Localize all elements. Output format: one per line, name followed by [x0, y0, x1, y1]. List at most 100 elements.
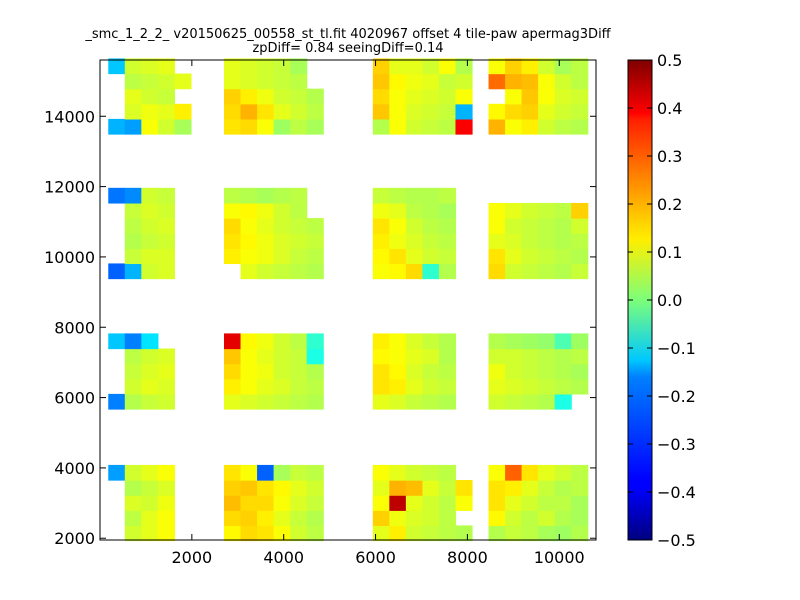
heatmap-cell — [488, 103, 506, 120]
heatmap-cell — [290, 333, 308, 350]
heatmap-cell — [422, 73, 440, 90]
heatmap-cell — [224, 393, 242, 410]
heatmap-cell — [389, 187, 407, 204]
heatmap-cell — [405, 464, 423, 481]
heatmap-cell — [290, 103, 308, 120]
heatmap-cell — [554, 103, 572, 120]
heatmap-cell — [306, 393, 324, 410]
heatmap-cell — [372, 58, 390, 75]
heatmap-cell — [290, 233, 308, 249]
heatmap-cell — [240, 248, 258, 265]
heatmap-cell — [257, 73, 275, 90]
heatmap-cell — [257, 363, 275, 380]
heatmap-cell — [141, 263, 159, 280]
heatmap-cell — [290, 525, 308, 542]
heatmap-cell — [538, 333, 556, 350]
heatmap-cell — [141, 495, 159, 511]
heatmap-cell — [240, 118, 258, 135]
heatmap-cell — [290, 480, 308, 496]
heatmap-cell — [157, 510, 175, 527]
heatmap-cell — [157, 393, 175, 410]
heatmap-cell — [108, 187, 126, 204]
y-tick-label: 6000 — [54, 389, 95, 408]
heatmap-cell — [438, 248, 457, 265]
heatmap-cell — [554, 393, 572, 410]
heatmap-cell — [290, 218, 308, 234]
heatmap-cell — [538, 58, 556, 75]
heatmap-cell — [290, 187, 308, 204]
heatmap-cell — [290, 348, 308, 365]
heatmap-cell — [290, 88, 308, 105]
heatmap-cell — [372, 103, 390, 120]
heatmap-cell — [306, 248, 324, 265]
heatmap-cell — [505, 118, 523, 135]
heatmap-cell — [505, 480, 523, 496]
heatmap-cell — [157, 187, 175, 204]
heatmap-cell — [372, 88, 390, 105]
heatmap-cell — [521, 393, 539, 410]
heatmap-cell — [554, 378, 572, 395]
heatmap-cell — [389, 218, 407, 234]
heatmap-cell — [422, 525, 440, 542]
heatmap-cell — [306, 88, 324, 105]
heatmap-cell — [157, 363, 175, 380]
heatmap-cell — [240, 378, 258, 395]
heatmap-cell — [141, 378, 159, 395]
heatmap-cell — [488, 464, 506, 481]
heatmap-cell — [290, 73, 308, 90]
heatmap-cell — [405, 218, 423, 234]
heatmap-cell — [554, 464, 572, 481]
heatmap-cell — [389, 233, 407, 249]
heatmap-cell — [438, 118, 457, 135]
heatmap-cell — [488, 480, 506, 496]
heatmap-cell — [389, 58, 407, 75]
heatmap-cell — [157, 202, 175, 219]
heatmap-cell — [405, 393, 423, 410]
heatmap-cell — [108, 58, 126, 75]
heatmap-cell — [554, 525, 572, 542]
heatmap-cell — [306, 118, 324, 135]
heatmap-cell — [372, 218, 390, 234]
heatmap-cell — [521, 348, 539, 365]
x-tick-label: 6000 — [355, 548, 396, 567]
heatmap-cell — [521, 510, 539, 527]
heatmap-cell — [389, 263, 407, 280]
heatmap-cell — [174, 73, 192, 90]
heatmap-cell — [372, 378, 390, 395]
heatmap-cell — [554, 363, 572, 380]
heatmap-cell — [224, 348, 242, 365]
heatmap-cell — [405, 118, 423, 135]
heatmap-cell — [505, 218, 523, 234]
heatmap-cell — [505, 263, 523, 280]
heatmap-cell — [290, 58, 308, 75]
heatmap-cell — [224, 73, 242, 90]
heatmap-cell — [488, 118, 506, 135]
heatmap-cell — [438, 218, 457, 234]
heatmap-cell — [372, 480, 390, 496]
heatmap-cell — [488, 495, 506, 511]
heatmap-cell — [240, 348, 258, 365]
heatmap-cell — [405, 525, 423, 542]
heatmap-cell — [141, 103, 159, 120]
heatmap-cell — [240, 263, 258, 280]
heatmap-cell — [521, 464, 539, 481]
heatmap-cell — [240, 218, 258, 234]
heatmap-cell — [224, 464, 242, 481]
heatmap-cell — [124, 525, 142, 542]
heatmap-cell — [422, 248, 440, 265]
heatmap-cell — [257, 378, 275, 395]
heatmap-cell — [488, 218, 506, 234]
heatmap-cell — [438, 333, 457, 350]
heatmap-cell — [505, 58, 523, 75]
heatmap-cell — [240, 73, 258, 90]
heatmap-cell — [538, 263, 556, 280]
heatmap-cell — [372, 233, 390, 249]
y-tick-label: 2000 — [54, 529, 95, 548]
heatmap-cell — [306, 495, 324, 511]
heatmap-cell — [157, 73, 175, 90]
heatmap-cell — [157, 378, 175, 395]
heatmap-cell — [505, 378, 523, 395]
heatmap-cell — [240, 88, 258, 105]
colorbar-tick-label: 0.3 — [657, 147, 682, 166]
